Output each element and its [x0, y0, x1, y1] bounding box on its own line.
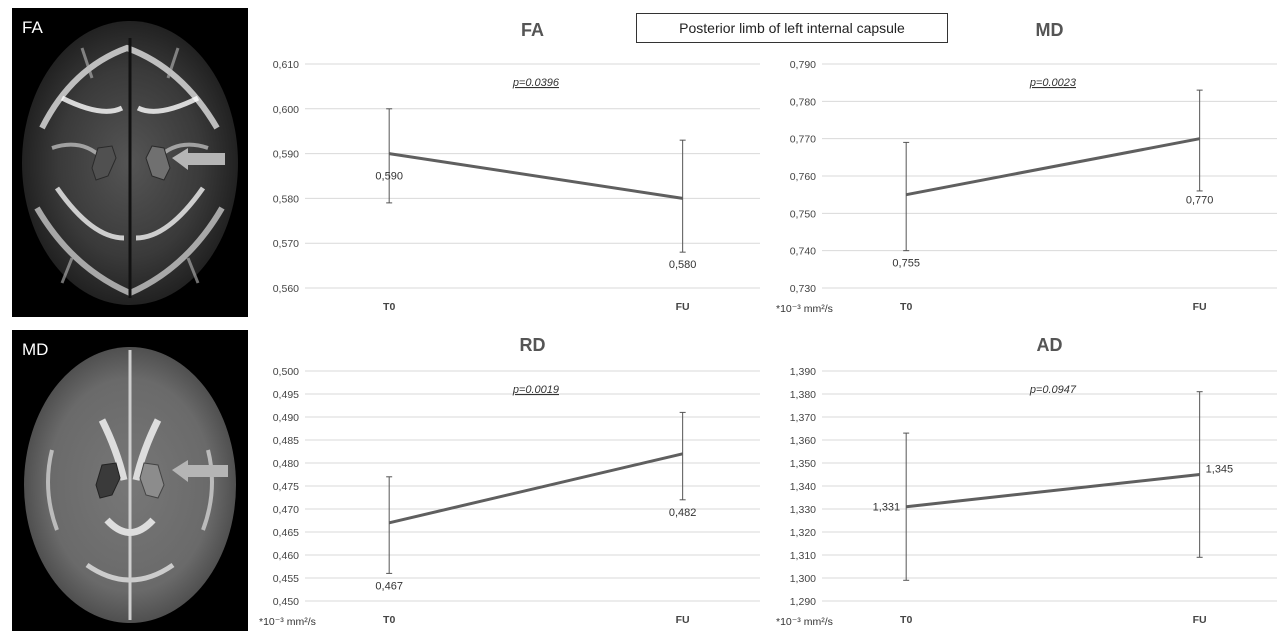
y-tick-label: 0,570 — [273, 238, 299, 250]
y-tick-label: 0,780 — [790, 96, 816, 108]
y-tick-label: 0,740 — [790, 246, 816, 258]
x-tick-label: T0 — [383, 614, 395, 626]
y-tick-label: 1,300 — [790, 573, 816, 585]
y-tick-label: 1,310 — [790, 550, 816, 562]
md-image-label: MD — [22, 340, 49, 359]
data-label: 0,755 — [892, 258, 920, 270]
error-bar — [903, 141, 910, 252]
y-tick-label: 1,380 — [790, 389, 816, 401]
p-value-label: p=0.0947 — [1029, 384, 1077, 396]
y-tick-label: 1,370 — [790, 412, 816, 424]
y-tick-label: 0,770 — [790, 134, 816, 146]
y-tick-label: 0,470 — [273, 504, 299, 516]
data-label: 1,345 — [1206, 464, 1234, 476]
y-tick-label: 0,730 — [790, 283, 816, 295]
y-tick-label: 0,500 — [273, 366, 299, 378]
y-tick-label: 0,760 — [790, 171, 816, 183]
p-value-label: p=0.0023 — [1029, 77, 1077, 89]
data-label: 0,770 — [1186, 195, 1214, 207]
rd-chart: RD 0,500 0,495 0,490 0,485 0,480 0,475 0,470 0,4… — [255, 323, 770, 631]
y-tick-label: 0,480 — [273, 458, 299, 470]
y-tick-label: 1,320 — [790, 527, 816, 539]
p-value-label: p=0.0396 — [512, 77, 560, 89]
error-bar — [1196, 391, 1203, 558]
unit-label: *10⁻³ mm²/s — [776, 616, 833, 628]
y-tick-label: 0,465 — [273, 527, 299, 539]
y-tick-label: 0,475 — [273, 481, 299, 493]
fa-image-label: FA — [22, 18, 43, 37]
ad-chart: AD 1,390 1,380 1,370 1,360 1,350 1,340 1,330 1,3… — [772, 323, 1287, 631]
x-tick-label: FU — [1193, 614, 1207, 626]
x-tick-label: FU — [676, 301, 690, 313]
fa-arrow-icon — [172, 148, 225, 170]
chart-title: FA — [521, 20, 544, 40]
x-tick-label: T0 — [383, 301, 395, 313]
y-tick-label: 0,485 — [273, 435, 299, 447]
fa-chart: FA 0,610 0,600 0,590 0,580 0,570 0,560 T0 FU p=0.… — [255, 8, 770, 323]
error-bar — [386, 476, 393, 574]
p-value-label: p=0.0019 — [512, 384, 559, 396]
x-tick-label: FU — [676, 614, 690, 626]
series-line — [388, 452, 683, 525]
y-tick-label: 1,390 — [790, 366, 816, 378]
md-chart: MD 0,790 0,780 0,770 0,760 0,750 0,740 0,730 T0 F… — [772, 8, 1287, 323]
error-bar — [1196, 89, 1203, 192]
unit-label: *10⁻³ mm²/s — [776, 303, 833, 315]
y-tick-label: 0,460 — [273, 550, 299, 562]
error-bar — [903, 432, 910, 581]
y-tick-label: 0,790 — [790, 59, 816, 71]
md-arrow-icon — [172, 460, 228, 482]
data-label: 0,590 — [375, 171, 403, 183]
chart-svg: RD 0,500 0,495 0,490 0,485 0,480 0,475 0,470 0,4… — [259, 335, 760, 628]
y-tick-label: 0,495 — [273, 389, 299, 401]
x-tick-label: T0 — [900, 301, 912, 313]
x-tick-label: FU — [1193, 301, 1207, 313]
data-label: 0,580 — [669, 259, 697, 271]
region-title-box: Posterior limb of left internal capsule — [636, 13, 948, 43]
error-bar — [679, 411, 686, 501]
y-tick-label: 0,590 — [273, 149, 299, 161]
series-line — [388, 152, 683, 200]
y-tick-label: 0,450 — [273, 596, 299, 608]
data-label: 0,482 — [669, 507, 697, 519]
chart-svg: FA 0,610 0,600 0,590 0,580 0,570 0,560 T0 FU p=0.… — [273, 20, 760, 313]
data-label: 0,467 — [375, 580, 403, 592]
md-brain-image: MD — [12, 330, 248, 631]
y-tick-label: 0,750 — [790, 208, 816, 220]
y-tick-label: 0,490 — [273, 412, 299, 424]
chart-svg: AD 1,390 1,380 1,370 1,360 1,350 1,340 1,330 1,3… — [776, 335, 1277, 628]
unit-label: *10⁻³ mm²/s — [259, 616, 316, 628]
y-tick-label: 1,290 — [790, 596, 816, 608]
chart-svg: MD 0,790 0,780 0,770 0,760 0,750 0,740 0,730 T0 F… — [776, 20, 1277, 315]
series-line — [906, 473, 1200, 509]
y-tick-label: 0,610 — [273, 59, 299, 71]
y-tick-label: 0,560 — [273, 283, 299, 295]
y-tick-label: 1,360 — [790, 435, 816, 447]
data-label: 1,331 — [873, 502, 901, 514]
y-tick-label: 1,350 — [790, 458, 816, 470]
fa-brain-image: FA — [12, 8, 248, 317]
y-tick-label: 0,455 — [273, 573, 299, 585]
chart-title: AD — [1037, 335, 1063, 355]
y-tick-label: 1,330 — [790, 504, 816, 516]
chart-title: RD — [520, 335, 546, 355]
chart-title: MD — [1036, 20, 1064, 40]
y-tick-label: 0,580 — [273, 193, 299, 205]
y-tick-label: 1,340 — [790, 481, 816, 493]
x-tick-label: T0 — [900, 614, 912, 626]
error-bar — [679, 139, 686, 253]
y-tick-label: 0,600 — [273, 104, 299, 116]
error-bar — [386, 108, 393, 204]
series-line — [905, 137, 1200, 197]
